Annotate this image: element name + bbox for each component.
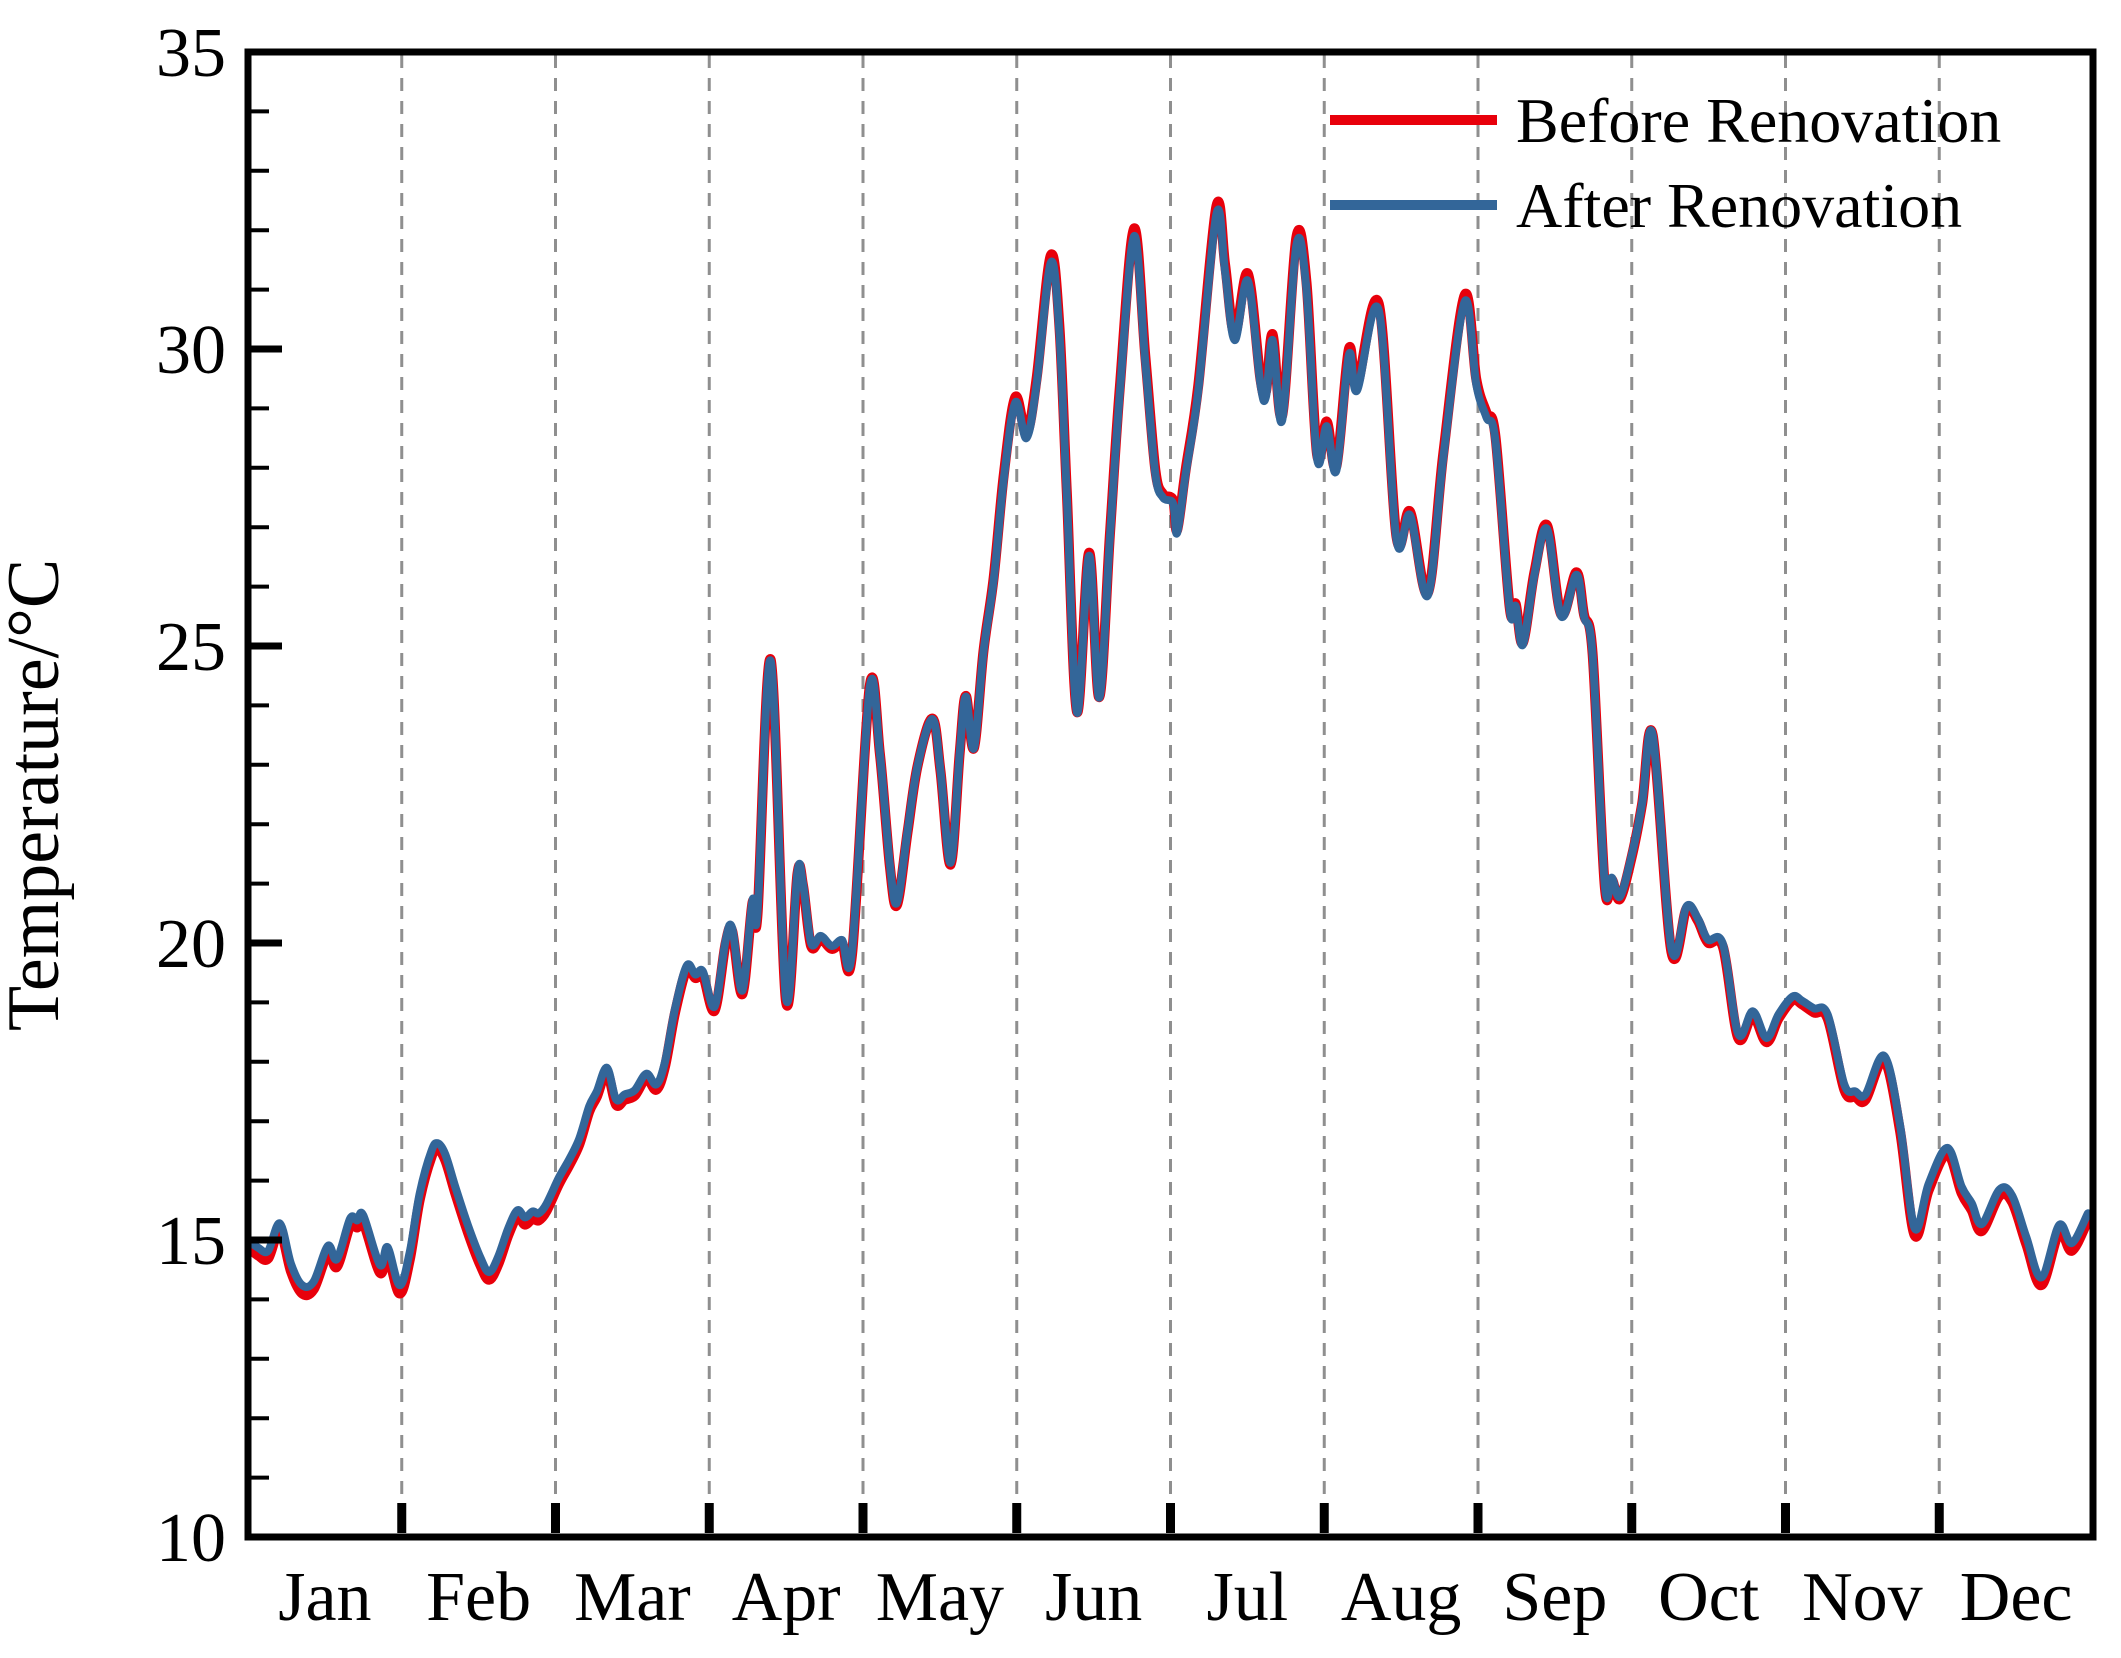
y-tick-label: 35 bbox=[156, 15, 226, 92]
y-tick-label: 30 bbox=[156, 312, 226, 389]
x-tick-label-nov: Nov bbox=[1802, 1559, 1923, 1636]
data-curves bbox=[251, 196, 2090, 1301]
y-tick-labels: 10 15 20 25 30 35 bbox=[156, 15, 226, 1577]
legend-label-before: Before Renovation bbox=[1516, 85, 2001, 156]
x-tick-label-mar: Mar bbox=[574, 1559, 691, 1636]
legend: Before Renovation After Renovation bbox=[1330, 85, 2001, 241]
x-tick-labels: Jan Feb Mar Apr May Jun Jul Aug Sep Oct Nov Dec bbox=[278, 1559, 2072, 1636]
x-tick-label-apr: Apr bbox=[732, 1559, 841, 1636]
x-tick-label-dec: Dec bbox=[1960, 1559, 2073, 1636]
x-tick-label-jun: Jun bbox=[1045, 1559, 1142, 1636]
x-tick-label-feb: Feb bbox=[426, 1559, 531, 1636]
axes-frame bbox=[244, 48, 2097, 1541]
axis-ticks bbox=[251, 48, 1944, 1541]
legend-label-after: After Renovation bbox=[1516, 170, 1962, 241]
x-tick-label-jul: Jul bbox=[1207, 1559, 1289, 1636]
y-tick-label: 25 bbox=[156, 609, 226, 686]
y-axis-title: Temperature/°C bbox=[0, 559, 75, 1031]
x-tick-label-sep: Sep bbox=[1502, 1559, 1607, 1636]
x-tick-label-oct: Oct bbox=[1658, 1559, 1760, 1636]
x-tick-label-may: May bbox=[876, 1559, 1004, 1636]
x-tick-label-jan: Jan bbox=[278, 1559, 371, 1636]
after-renovation-line bbox=[251, 205, 2090, 1292]
y-tick-label: 20 bbox=[156, 906, 226, 983]
y-tick-label: 15 bbox=[156, 1203, 226, 1280]
y-tick-label: 10 bbox=[156, 1500, 226, 1577]
x-tick-label-aug: Aug bbox=[1341, 1559, 1462, 1636]
